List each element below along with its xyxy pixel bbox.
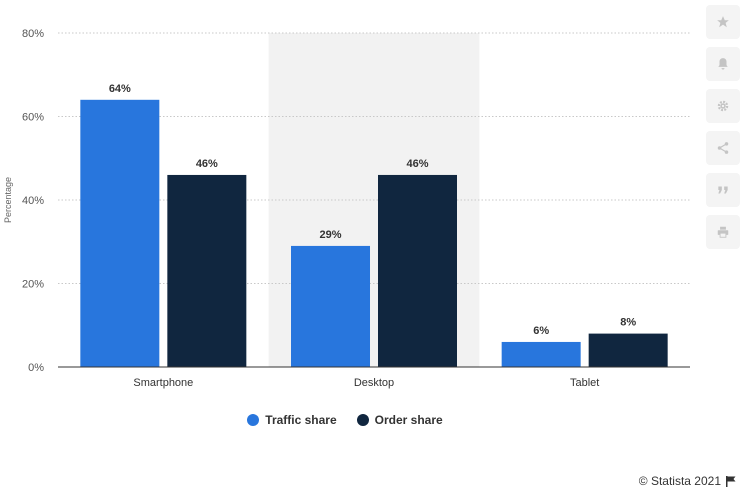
legend-item-traffic-share[interactable]: Traffic share — [247, 413, 337, 427]
legend-item-order-share[interactable]: Order share — [356, 413, 443, 427]
favorite-button[interactable] — [706, 5, 740, 39]
x-tick-label: Tablet — [570, 377, 599, 389]
credit: © Statista 2021 — [639, 474, 736, 488]
gear-icon — [717, 100, 729, 112]
legend-swatch-traffic-share — [247, 414, 260, 426]
legend-label-traffic-share: Traffic share — [265, 413, 337, 427]
value-label: 6% — [533, 325, 549, 337]
star-icon — [717, 16, 729, 28]
print-icon — [717, 226, 729, 238]
bars — [80, 99, 668, 368]
bar-order-share-tablet[interactable] — [588, 333, 668, 367]
x-axis-labels: Smartphone Desktop Tablet — [133, 377, 599, 389]
y-tick-label: 60% — [22, 112, 44, 124]
quote-icon — [718, 186, 728, 194]
value-label: 46% — [196, 158, 218, 170]
value-label: 46% — [406, 158, 428, 170]
notification-button[interactable] — [706, 47, 740, 81]
gridlines — [58, 32, 690, 284]
y-axis-title: Percentage — [3, 177, 13, 223]
legend: Traffic share Order share — [0, 413, 690, 427]
bar-traffic-share-smartphone[interactable] — [80, 99, 160, 368]
bar-order-share-desktop[interactable] — [378, 174, 457, 367]
y-tick-label: 40% — [22, 195, 44, 207]
y-tick-label: 80% — [22, 28, 44, 40]
value-label: 64% — [109, 83, 131, 95]
legend-label-order-share: Order share — [374, 413, 443, 427]
cite-button[interactable] — [706, 173, 740, 207]
bar-traffic-share-tablet[interactable] — [501, 341, 581, 367]
print-button[interactable] — [706, 215, 740, 249]
y-tick-label: 0% — [28, 362, 44, 374]
legend-swatch-order-share — [356, 414, 369, 426]
bell-icon — [718, 58, 728, 70]
bar-traffic-share-desktop[interactable] — [291, 245, 370, 367]
y-tick-label: 20% — [22, 279, 44, 291]
value-label: 29% — [319, 229, 341, 241]
share-button[interactable] — [706, 131, 740, 165]
value-labels: 64% 46% 29% 46% 6% 8% — [109, 83, 637, 337]
bar-order-share-smartphone[interactable] — [167, 174, 247, 367]
x-tick-label: Smartphone — [133, 377, 193, 389]
x-tick-label: Desktop — [354, 377, 394, 389]
settings-button[interactable] — [706, 89, 740, 123]
share-icon — [717, 142, 729, 154]
credit-text: © Statista 2021 — [638, 474, 721, 488]
flag-icon[interactable] — [726, 475, 736, 487]
bar-chart: 0% 20% 40% 60% 80% 64% 46% 29% 46% 6% 8% Smartpho… — [3, 28, 690, 389]
value-label: 8% — [620, 317, 636, 329]
y-axis-ticks: 0% 20% 40% 60% 80% — [22, 28, 44, 374]
